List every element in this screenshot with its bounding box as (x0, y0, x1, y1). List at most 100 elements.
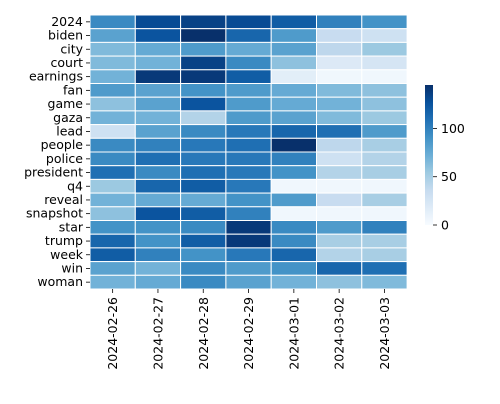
heatmap-cell (361, 110, 408, 126)
row-label: reveal (44, 192, 83, 207)
heatmap-cell (270, 41, 318, 57)
column-labels: 2024-02-26 2024-02-27 2024-02-28 2024-02-29… (105, 289, 392, 370)
heatmap-cell (361, 83, 408, 98)
heatmap-cell (89, 274, 136, 290)
row-label: fan (63, 82, 83, 97)
heatmap-cell (270, 124, 318, 139)
heatmap-cell (270, 110, 318, 126)
heatmap-cell (225, 137, 272, 153)
heatmap-cell (89, 247, 136, 263)
colorbar-tick-label: 100 (441, 121, 465, 136)
row-label: gaza (53, 110, 83, 125)
heatmap-cell (225, 192, 272, 208)
heatmap-cell (89, 137, 136, 153)
heatmap-cell (89, 124, 136, 139)
heatmap-cell (316, 233, 363, 249)
heatmap-cell (89, 206, 136, 222)
row-label: star (59, 219, 84, 234)
heatmap-cell (180, 41, 227, 57)
heatmap-cell (134, 274, 182, 290)
row-label: city (60, 41, 83, 56)
heatmap-cell (225, 261, 272, 276)
heatmap-cell (361, 233, 408, 249)
heatmap-cell (134, 110, 182, 126)
row-label: biden (48, 28, 83, 43)
row-label: woman (37, 274, 83, 289)
heatmap-cell (134, 151, 182, 167)
heatmap-cell (361, 247, 408, 263)
heatmap-cell (316, 96, 363, 112)
heatmap-cell (316, 192, 363, 208)
heatmap-cell (134, 247, 182, 263)
heatmap-cell (89, 220, 136, 235)
column-label: 2024-03-01 (286, 297, 301, 370)
heatmap-cell (225, 41, 272, 57)
heatmap-cell (134, 233, 182, 249)
row-label: lead (56, 123, 83, 138)
colorbar-tick-label: 0 (441, 218, 449, 233)
colorbar-gradient (425, 85, 433, 225)
heatmap-cell (180, 274, 227, 290)
heatmap-cell (180, 137, 227, 153)
heatmap-cell (180, 220, 227, 235)
heatmap-cell (225, 165, 272, 180)
heatmap-cell (361, 96, 408, 112)
heatmap-cell (225, 55, 272, 71)
heatmap-cell (361, 41, 408, 57)
heatmap-cell (316, 28, 363, 43)
heatmap-cell (361, 28, 408, 43)
heatmap-cell (361, 124, 408, 139)
heatmap-cell (361, 178, 408, 194)
heatmap-cell (134, 69, 182, 85)
heatmap-cell (89, 69, 136, 85)
heatmap-cell (225, 14, 272, 30)
heatmap-cell (361, 69, 408, 85)
row-label: q4 (67, 178, 83, 193)
heatmap-cell (225, 247, 272, 263)
heatmap-cell (134, 178, 182, 194)
heatmap-cell (361, 220, 408, 235)
heatmap-cell (316, 178, 363, 194)
heatmap-cell (316, 124, 363, 139)
heatmap-cell (134, 41, 182, 57)
heatmap-cell (270, 83, 318, 98)
heatmap-cell (270, 55, 318, 71)
heatmap-cell (316, 165, 363, 180)
heatmap-cell (134, 220, 182, 235)
row-label: trump (45, 233, 83, 248)
heatmap-cell (316, 274, 363, 290)
heatmap-cell (180, 28, 227, 43)
heatmap-cell (316, 55, 363, 71)
heatmap-cell (361, 261, 408, 276)
heatmap-cell (361, 192, 408, 208)
column-label: 2024-03-03 (377, 297, 392, 370)
row-label: snapshot (26, 206, 83, 221)
heatmap-cell (89, 41, 136, 57)
heatmap-cell (180, 206, 227, 222)
heatmap-cell (270, 137, 318, 153)
heatmap-cell (225, 96, 272, 112)
heatmap-cell (316, 206, 363, 222)
heatmap-cell (316, 261, 363, 276)
heatmap-cell (361, 274, 408, 290)
heatmap-cell (316, 83, 363, 98)
heatmap-cell (270, 165, 318, 180)
heatmap-cell (225, 124, 272, 139)
heatmap-cell (89, 165, 136, 180)
heatmap-cell (134, 28, 182, 43)
row-label: people (41, 137, 84, 152)
colorbar: 0 50 100 (425, 85, 465, 233)
heatmap-cell (180, 261, 227, 276)
heatmap-cell (89, 96, 136, 112)
heatmap-cell (134, 55, 182, 71)
heatmap-cell (180, 69, 227, 85)
heatmap-cell (270, 178, 318, 194)
heatmap-cell (270, 274, 318, 290)
heatmap-cell (89, 261, 136, 276)
heatmap-cell (225, 28, 272, 43)
column-label: 2024-02-28 (196, 297, 211, 370)
row-label: police (46, 151, 83, 166)
heatmap-cell (89, 55, 136, 71)
heatmap-cell (361, 165, 408, 180)
row-label: 2024 (51, 14, 83, 29)
